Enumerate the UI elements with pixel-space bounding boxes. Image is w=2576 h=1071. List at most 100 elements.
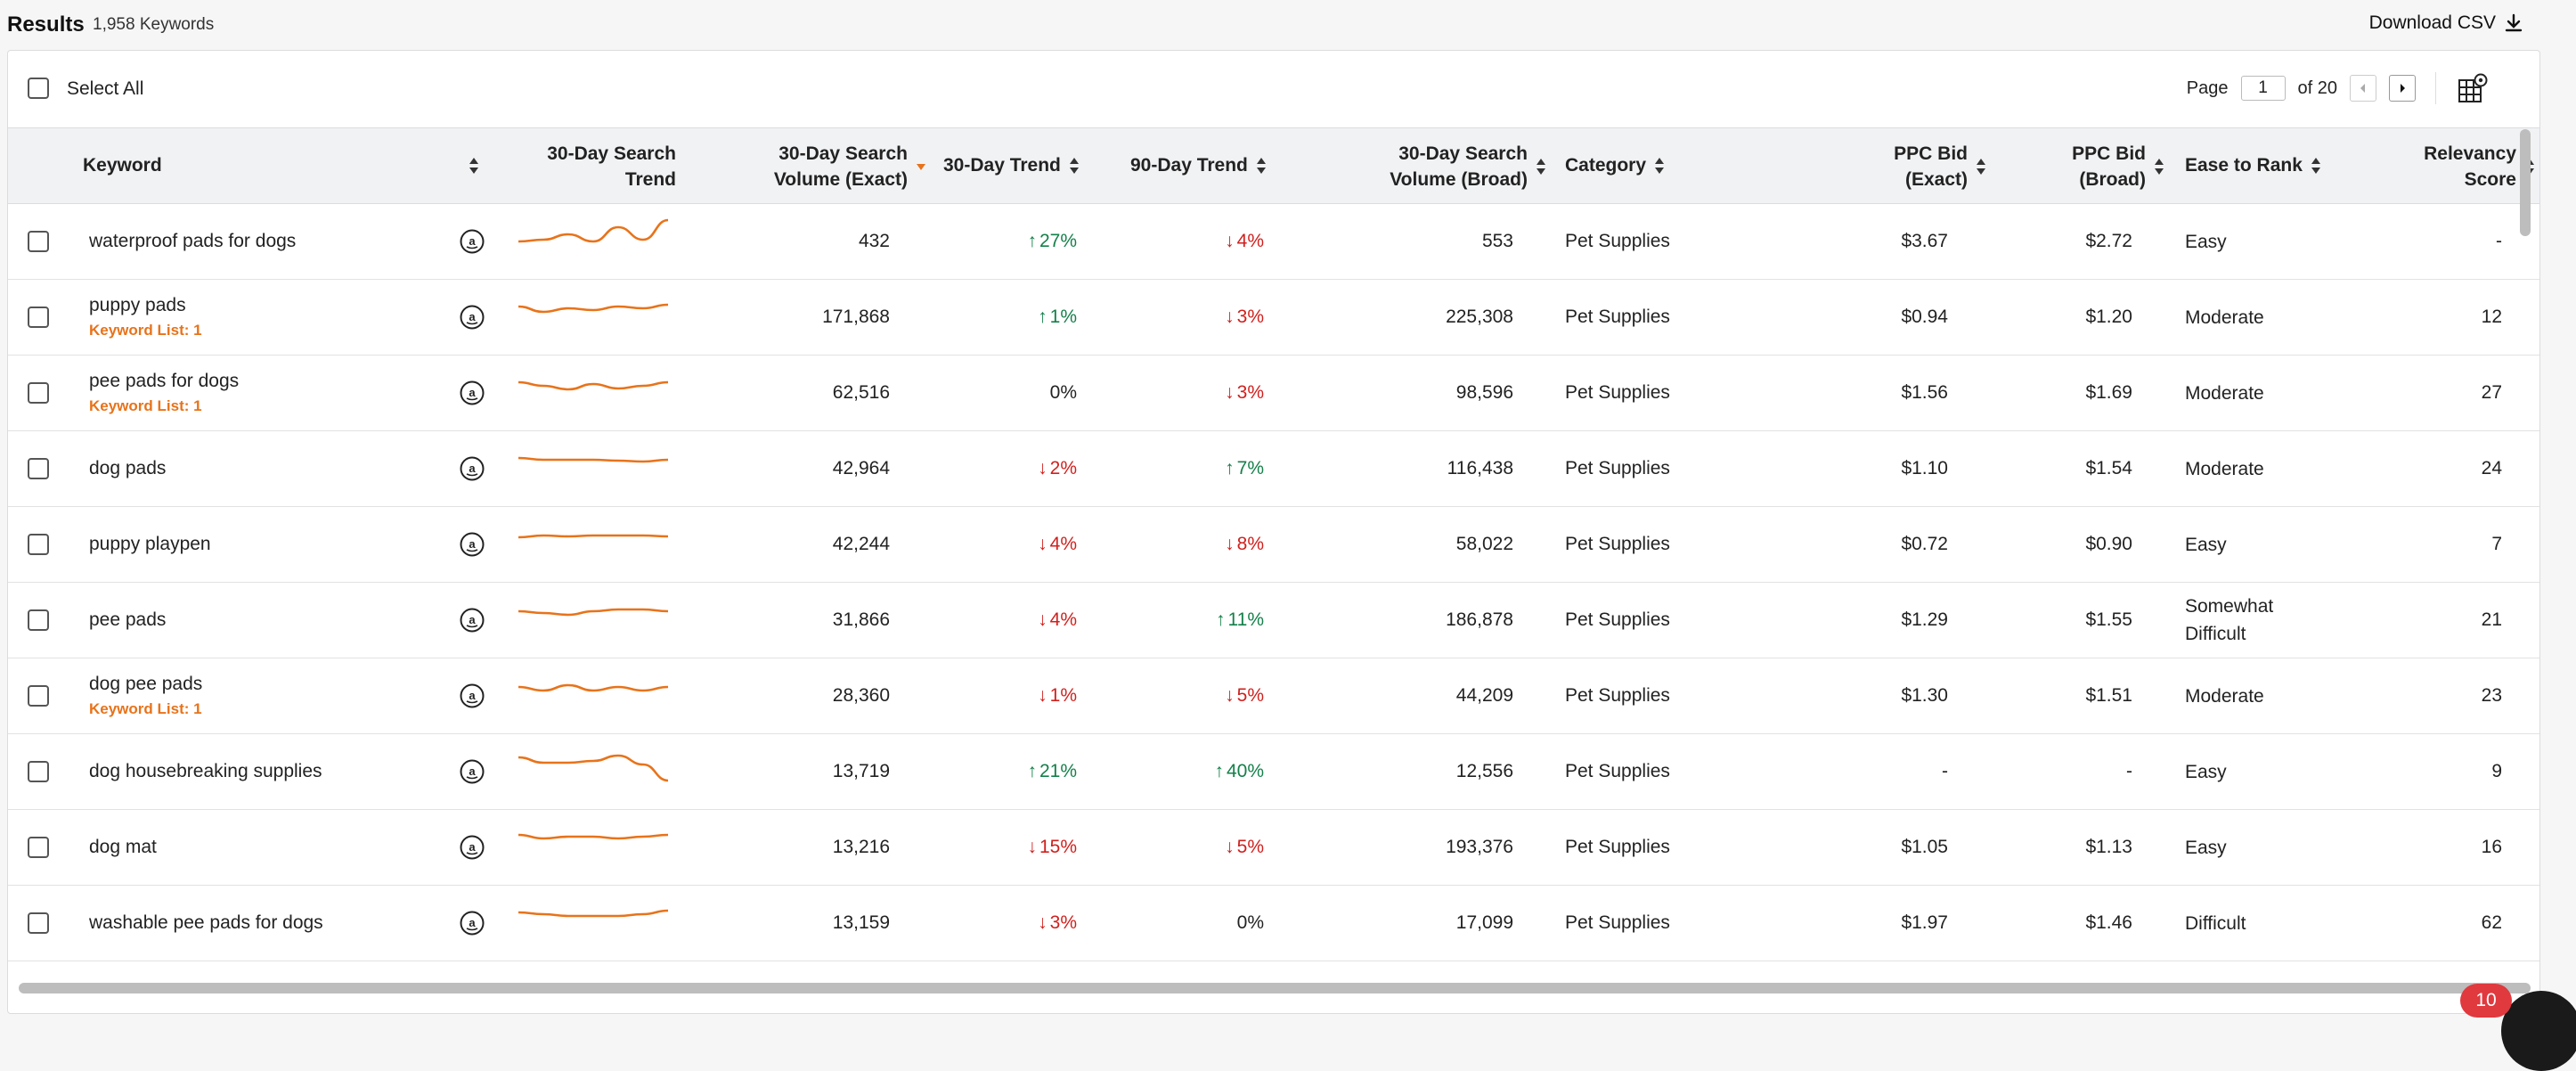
chat-launcher-icon[interactable] xyxy=(2501,991,2576,1071)
table-row[interactable]: waterproof pads for dogs a 432 ↑ 27% ↓ 4% 553 Pe… xyxy=(8,204,2539,280)
col-keyword[interactable]: Keyword xyxy=(83,152,162,178)
keyword-count: 1,958 Keywords xyxy=(93,15,215,34)
keyword-list-tag[interactable]: Keyword List: 1 xyxy=(89,322,202,339)
row-checkbox[interactable] xyxy=(28,837,49,858)
keyword-list-tag[interactable]: Keyword List: 1 xyxy=(89,700,202,717)
svg-text:a: a xyxy=(469,764,476,778)
row-checkbox[interactable] xyxy=(28,609,49,631)
amazon-search-icon[interactable]: a xyxy=(459,455,485,482)
category-cell-value: Pet Supplies xyxy=(1565,231,1670,251)
row-checkbox[interactable] xyxy=(28,685,49,707)
select-all-checkbox[interactable] xyxy=(28,78,49,99)
keyword-text[interactable]: pee pads xyxy=(89,609,167,630)
keyword-cell: dog pads xyxy=(89,431,166,506)
col-ppc-exact[interactable]: PPC Bid (Exact) xyxy=(1843,141,1985,192)
results-header: Results 1,958 Keywords Download CSV xyxy=(0,0,2576,50)
table-row[interactable]: washable pee pads for dogs a 13,159 ↓ 3% 0% 17… xyxy=(8,886,2539,961)
row-checkbox[interactable] xyxy=(28,458,49,479)
amazon-search-icon[interactable]: a xyxy=(459,531,485,558)
amazon-search-icon[interactable]: a xyxy=(459,758,485,785)
trend90-cell-value: 3% xyxy=(1236,382,1264,403)
amazon-search-icon[interactable]: a xyxy=(459,834,485,861)
table-row[interactable]: dog pee pads Keyword List: 1 a 28,360 ↓ 1% ↓ 5%… xyxy=(8,658,2539,734)
keyword-text[interactable]: dog pee pads xyxy=(89,674,203,694)
table-row[interactable]: puppy pads Keyword List: 1 a 171,868 ↑ 1% ↓ 3% 2… xyxy=(8,280,2539,356)
col-volume-exact[interactable]: 30-Day Search Volume (Exact) xyxy=(712,141,925,192)
volume-exact-cell-value: 432 xyxy=(858,231,890,251)
relevancy-cell: 23 xyxy=(2368,658,2502,733)
amazon-search-icon[interactable]: a xyxy=(459,683,485,709)
col-volume-broad[interactable]: 30-Day Search Volume (Broad) xyxy=(1326,141,1545,192)
ease-to-rank-cell-value: Moderate xyxy=(2185,458,2264,479)
sort-icon[interactable] xyxy=(469,157,478,175)
ease-to-rank-cell-value: Easy xyxy=(2185,761,2227,782)
row-checkbox[interactable] xyxy=(28,912,49,934)
trend30-cell-value: 3% xyxy=(1049,912,1077,933)
amazon-search-icon[interactable]: a xyxy=(459,380,485,406)
col-ease-to-rank-label: Ease to Rank xyxy=(2185,155,2303,176)
keyword-text[interactable]: waterproof pads for dogs xyxy=(89,231,297,251)
chevron-left-icon xyxy=(2360,84,2365,93)
keyword-text[interactable]: pee pads for dogs xyxy=(89,371,240,391)
volume-exact-cell: 42,964 xyxy=(712,431,890,506)
trend30-cell-value: 2% xyxy=(1049,458,1077,478)
ease-to-rank-cell-value: Somewhat Difficult xyxy=(2185,596,2274,644)
keyword-text[interactable]: dog pads xyxy=(89,458,167,478)
results-title: Results xyxy=(7,12,85,37)
table-row[interactable]: dog pads a 42,964 ↓ 2% ↑ 7% 116,438 Pet Supplies… xyxy=(8,431,2539,507)
table-row[interactable]: dog mat a 13,216 ↓ 15% ↓ 5% 193,376 Pet Supplies… xyxy=(8,810,2539,886)
arrow-up-icon: ↑ xyxy=(1214,761,1224,781)
trend90-cell: ↑ 7% xyxy=(1086,431,1264,506)
next-page-button[interactable] xyxy=(2389,75,2416,102)
keyword-text[interactable]: washable pee pads for dogs xyxy=(89,912,323,933)
ease-to-rank-cell: Easy xyxy=(2185,734,2363,809)
keyword-text[interactable]: dog mat xyxy=(89,837,157,857)
search-trend-sparkline xyxy=(518,754,669,782)
row-checkbox[interactable] xyxy=(28,382,49,404)
table-row[interactable]: pee pads for dogs Keyword List: 1 a 62,516 0… xyxy=(8,356,2539,431)
col-ppc-broad[interactable]: PPC Bid (Broad) xyxy=(2030,141,2164,192)
trend90-cell: ↓ 3% xyxy=(1086,280,1264,355)
ppc-broad-cell-value: $0.90 xyxy=(2085,534,2132,554)
col-category[interactable]: Category xyxy=(1565,152,1665,178)
row-checkbox[interactable] xyxy=(28,231,49,252)
amazon-search-icon[interactable]: a xyxy=(459,607,485,634)
ease-to-rank-cell-value: Easy xyxy=(2185,231,2227,252)
col-90day-trend[interactable]: 90-Day Trend xyxy=(1130,152,1266,178)
ppc-broad-cell-value: $1.55 xyxy=(2085,609,2132,630)
amazon-search-icon[interactable]: a xyxy=(459,304,485,331)
search-trend-sparkline xyxy=(518,456,669,463)
table-row[interactable]: puppy playpen a 42,244 ↓ 4% ↓ 8% 58,022 Pet Supp… xyxy=(8,507,2539,583)
page-input[interactable]: 1 xyxy=(2240,76,2286,101)
sort-icon xyxy=(2155,158,2164,176)
prev-page-button[interactable] xyxy=(2350,75,2376,102)
table-row[interactable]: pee pads a 31,866 ↓ 4% ↑ 11% 186,878 Pet Supplie… xyxy=(8,583,2539,658)
row-checkbox[interactable] xyxy=(28,534,49,555)
table-row[interactable]: dog housebreaking supplies a 13,719 ↑ 21% ↑ 40… xyxy=(8,734,2539,810)
row-checkbox[interactable] xyxy=(28,761,49,782)
column-settings-icon[interactable] xyxy=(2458,73,2488,103)
keyword-text[interactable]: dog housebreaking supplies xyxy=(89,761,322,781)
svg-text:a: a xyxy=(469,386,476,399)
keyword-text[interactable]: puppy playpen xyxy=(89,534,211,554)
col-category-label: Category xyxy=(1565,155,1647,176)
horizontal-scrollbar[interactable] xyxy=(19,983,2531,993)
row-checkbox[interactable] xyxy=(28,307,49,328)
search-trend-sparkline xyxy=(518,683,669,692)
download-csv-button[interactable]: Download CSV xyxy=(2369,12,2524,34)
keyword-text[interactable]: puppy pads xyxy=(89,295,186,315)
vertical-scrollbar[interactable] xyxy=(2520,129,2531,236)
amazon-search-icon[interactable]: a xyxy=(459,228,485,255)
chat-widget[interactable]: 10 xyxy=(2460,984,2576,1071)
svg-text:a: a xyxy=(469,613,476,626)
col-relevancy[interactable]: Relevancy Score xyxy=(2377,141,2534,192)
trend30-cell-value: 1% xyxy=(1049,685,1077,706)
relevancy-cell: 24 xyxy=(2368,431,2502,506)
ppc-broad-cell: $2.72 xyxy=(1977,204,2132,279)
col-30day-trend[interactable]: 30-Day Trend xyxy=(943,152,1079,178)
ppc-broad-cell-value: $1.54 xyxy=(2085,458,2132,478)
keyword-list-tag[interactable]: Keyword List: 1 xyxy=(89,397,202,414)
volume-exact-cell: 13,216 xyxy=(712,810,890,885)
col-ease-to-rank[interactable]: Ease to Rank xyxy=(2185,152,2320,178)
amazon-search-icon[interactable]: a xyxy=(459,910,485,936)
